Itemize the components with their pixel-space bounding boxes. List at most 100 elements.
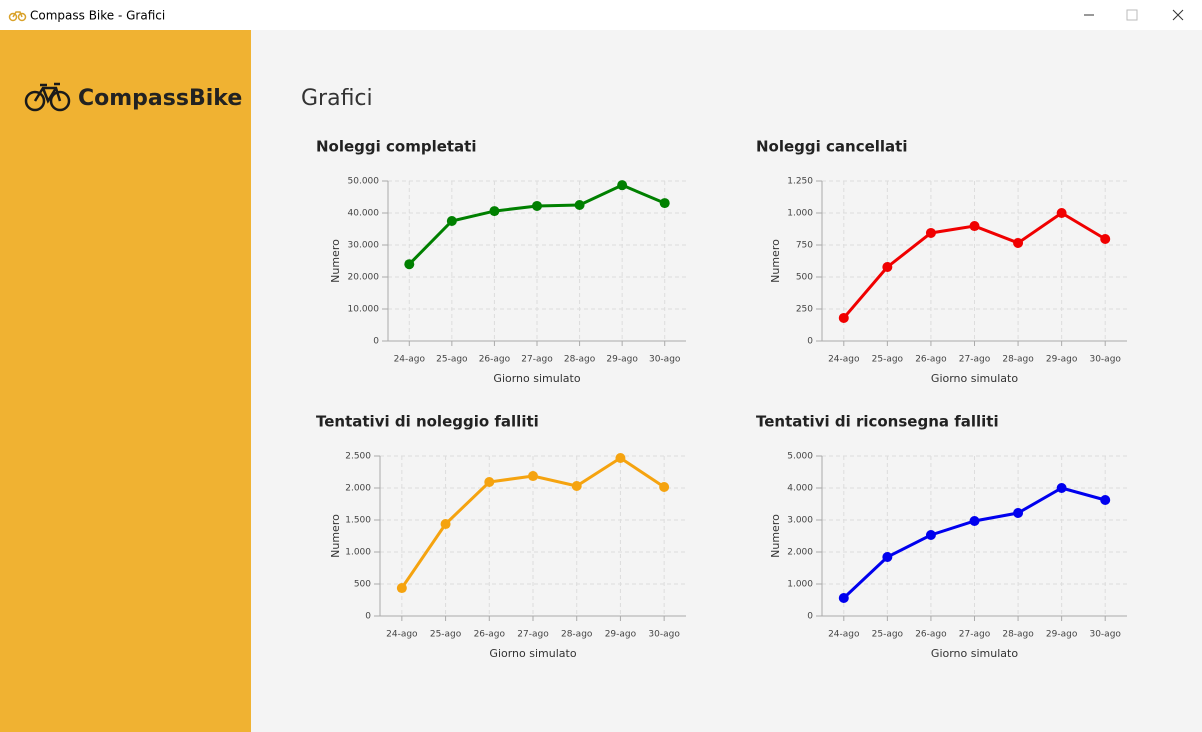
y-tick-label: 0 <box>807 337 813 347</box>
y-tick-label: 500 <box>354 580 371 590</box>
x-tick-label: 24-ago <box>828 355 860 365</box>
data-point <box>617 180 628 191</box>
data-point <box>1100 233 1111 244</box>
y-tick-label: 3.000 <box>787 516 813 526</box>
data-point <box>446 216 457 226</box>
data-point <box>396 583 407 594</box>
x-tick-label: 24-ago <box>394 355 426 365</box>
app-icon <box>8 11 27 22</box>
y-tick-label: 0 <box>365 612 371 622</box>
x-tick-label: 29-ago <box>1046 355 1078 365</box>
x-tick-label: 28-ago <box>561 630 593 640</box>
chart-title: Tentativi di noleggio falliti <box>316 413 539 431</box>
chart-title: Noleggi completati <box>316 138 477 156</box>
data-point <box>1056 483 1067 493</box>
y-tick-label: 1.000 <box>345 548 371 558</box>
y-tick-label: 1.000 <box>787 209 813 219</box>
x-axis-label: Giorno simulato <box>931 647 1018 660</box>
x-tick-label: 28-ago <box>1002 355 1034 365</box>
data-point <box>882 551 893 562</box>
data-point <box>528 471 538 482</box>
data-point <box>925 227 936 238</box>
y-tick-label: 2.000 <box>345 484 371 494</box>
data-point <box>969 515 980 526</box>
y-axis-label: Numero <box>769 514 782 558</box>
data-point <box>574 200 585 210</box>
close-button[interactable] <box>1172 9 1184 21</box>
x-tick-label: 29-ago <box>1046 630 1078 640</box>
x-tick-label: 25-ago <box>430 630 462 640</box>
x-tick-label: 30-ago <box>648 630 680 640</box>
x-tick-label: 29-ago <box>605 630 637 640</box>
x-tick-label: 24-ago <box>386 630 418 640</box>
chart-title: Noleggi cancellati <box>756 138 908 156</box>
y-tick-label: 30.000 <box>348 241 380 251</box>
chart-title: Tentativi di riconsegna falliti <box>756 413 999 431</box>
y-tick-label: 0 <box>807 612 813 622</box>
y-tick-label: 1.500 <box>345 516 371 526</box>
y-tick-label: 10.000 <box>348 305 380 315</box>
data-point <box>1013 237 1024 248</box>
y-tick-label: 40.000 <box>348 209 380 219</box>
y-tick-label: 0 <box>373 337 379 347</box>
data-point <box>838 312 849 323</box>
y-tick-label: 4.000 <box>787 484 813 494</box>
brand-name: CompassBike <box>78 86 242 111</box>
y-tick-label: 5.000 <box>787 452 813 462</box>
data-point <box>1056 208 1067 218</box>
window-title: Compass Bike - Grafici <box>30 9 165 23</box>
data-point <box>838 593 849 604</box>
x-axis-label: Giorno simulato <box>493 372 580 385</box>
data-point <box>882 262 893 273</box>
x-tick-label: 28-ago <box>564 355 596 365</box>
data-point <box>532 200 542 211</box>
data-point <box>925 530 936 541</box>
page-heading: Grafici <box>301 86 373 111</box>
sidebar <box>0 30 251 732</box>
x-tick-label: 26-ago <box>915 630 947 640</box>
y-tick-label: 2.000 <box>787 548 813 558</box>
data-point <box>484 476 495 487</box>
y-tick-label: 750 <box>796 241 813 251</box>
x-tick-label: 30-ago <box>1089 630 1121 640</box>
data-point <box>571 481 582 492</box>
x-tick-label: 26-ago <box>479 355 511 365</box>
x-tick-label: 27-ago <box>517 630 549 640</box>
y-tick-label: 1.250 <box>787 177 813 187</box>
y-tick-label: 2.500 <box>345 452 371 462</box>
y-tick-label: 1.000 <box>787 580 813 590</box>
x-tick-label: 28-ago <box>1002 630 1034 640</box>
data-point <box>489 206 500 217</box>
data-point <box>404 259 415 270</box>
x-tick-label: 27-ago <box>959 630 991 640</box>
x-tick-label: 25-ago <box>872 630 904 640</box>
brand-icon <box>24 82 71 112</box>
y-tick-label: 250 <box>796 305 813 315</box>
data-point <box>659 198 670 209</box>
x-tick-label: 27-ago <box>521 355 553 365</box>
x-tick-label: 25-ago <box>872 355 904 365</box>
y-tick-label: 50.000 <box>348 177 380 187</box>
data-point <box>659 481 670 492</box>
x-tick-label: 27-ago <box>959 355 991 365</box>
data-point <box>1013 507 1024 518</box>
x-tick-label: 29-ago <box>606 355 638 365</box>
x-tick-label: 30-ago <box>1089 355 1121 365</box>
x-axis-label: Giorno simulato <box>489 647 576 660</box>
y-tick-label: 20.000 <box>348 273 380 283</box>
x-tick-label: 26-ago <box>915 355 947 365</box>
x-tick-label: 24-ago <box>828 630 860 640</box>
data-point <box>1100 495 1111 505</box>
data-point <box>969 221 980 232</box>
y-tick-label: 500 <box>796 273 813 283</box>
x-tick-label: 25-ago <box>436 355 468 365</box>
y-axis-label: Numero <box>329 514 342 558</box>
maximize-button[interactable] <box>1126 9 1138 21</box>
data-point <box>615 452 626 463</box>
y-axis-label: Numero <box>329 239 342 283</box>
x-axis-label: Giorno simulato <box>931 372 1018 385</box>
data-point <box>440 519 451 530</box>
y-axis-label: Numero <box>769 239 782 283</box>
